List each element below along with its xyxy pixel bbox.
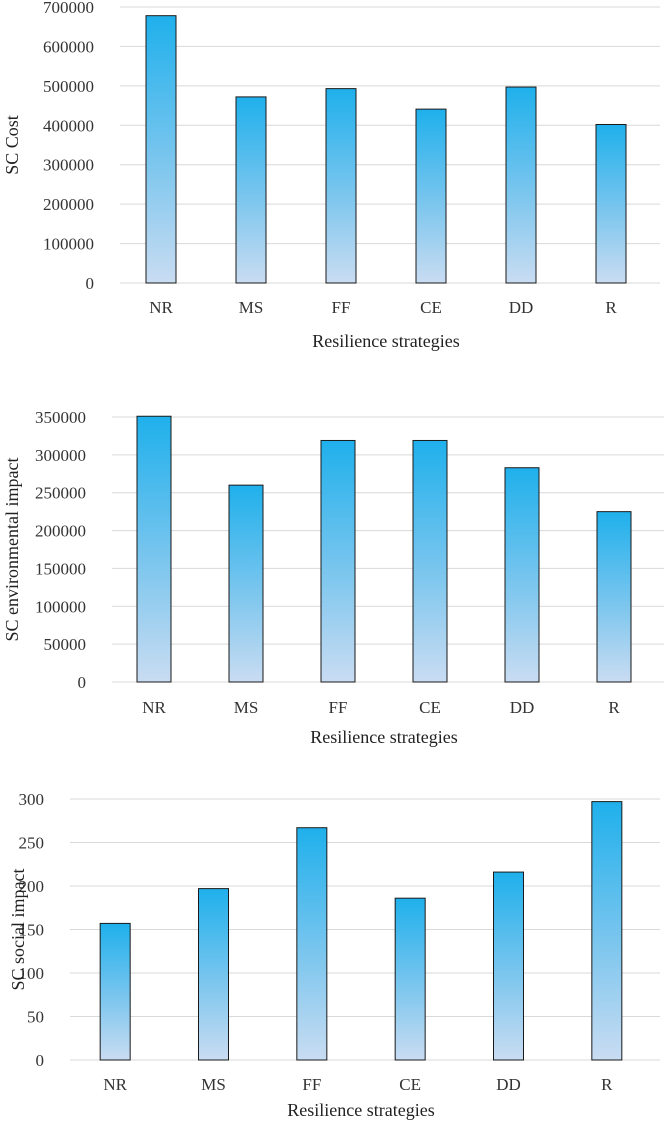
y-tick-labels: 0 50000 100000 150000 200000 250000 300000 3500… [35,408,86,692]
sc-environmental-impact-bar-chart: 0 50000 100000 150000 200000 250000 300000 3500… [2,408,664,747]
y-tick-label: 50 [27,1008,44,1027]
bar-ce [394,897,426,1061]
x-tick-label-r: R [605,298,617,317]
bar-ms [228,484,264,683]
bars [145,15,627,284]
y-tick-label: 100000 [35,597,86,616]
x-tick-label-ms: MS [201,1075,226,1094]
x-tick-label-ff: FF [332,298,351,317]
bar-ms [235,96,267,284]
bar-dd [505,86,537,284]
y-tick-label: 350000 [35,408,86,427]
y-tick-label: 0 [78,673,87,692]
y-tick-label: 300000 [35,446,86,465]
x-tick-label-r: R [601,1075,613,1094]
x-tick-label-dd: DD [496,1075,521,1094]
bar-r [595,123,627,284]
y-tick-label: 200 [19,877,45,896]
y-tick-label: 100 [19,964,45,983]
x-tick-label-dd: DD [509,298,534,317]
bar-nr [99,922,131,1061]
y-tick-label: 0 [86,274,95,293]
chart-sc-social-impact: 0 50 100 150 200 250 300 NR MS FF CE DD R Resilienc… [0,770,666,1126]
y-tick-label: 400000 [43,116,94,135]
y-tick-label: 100000 [43,235,94,254]
gridlines [112,416,664,683]
bar-r [596,511,632,683]
y-tick-labels: 0 100000 200000 300000 400000 500000 600000 700… [43,0,94,293]
y-tick-label: 150000 [35,559,86,578]
x-tick-label-r: R [608,698,620,717]
bar-ff [296,827,328,1061]
bar-nr [145,15,177,284]
y-tick-label: 300 [19,790,45,809]
bar-ce [412,439,448,683]
bars [99,801,623,1061]
x-axis-title: Resilience strategies [310,727,457,747]
x-tick-labels: NR MS FF CE DD R [103,1075,613,1094]
x-axis-title: Resilience strategies [312,331,459,351]
bar-dd [504,467,540,683]
y-tick-label: 0 [36,1051,45,1070]
x-tick-label-dd: DD [510,698,535,717]
gridlines [120,6,660,284]
sc-cost-bar-chart: 0 100000 200000 300000 400000 500000 600000 700… [2,0,660,351]
bar-ff [325,88,357,284]
x-tick-label-ff: FF [329,698,348,717]
x-axis-title: Resilience strategies [287,1100,434,1120]
bar-nr [136,415,172,683]
x-tick-label-ms: MS [239,298,264,317]
x-tick-label-ms: MS [234,698,259,717]
bar-ce [415,108,447,284]
x-tick-label-ce: CE [399,1075,421,1094]
gridlines [70,798,660,1061]
bar-dd [493,871,524,1061]
y-tick-label: 500000 [43,77,94,96]
chart-sc-cost: 0 100000 200000 300000 400000 500000 600000 700… [0,0,666,360]
y-tick-label: 250 [19,834,45,853]
y-tick-label: 200000 [43,195,94,214]
y-tick-label: 50000 [44,635,87,654]
bars [136,415,632,683]
y-tick-label: 700000 [43,0,94,17]
x-tick-label-ce: CE [420,298,442,317]
y-axis-title: SC Cost [2,115,22,175]
sc-social-impact-bar-chart: 0 50 100 150 200 250 300 NR MS FF CE DD R Resilienc… [8,790,660,1120]
y-tick-label: 250000 [35,484,86,503]
x-tick-label-nr: NR [103,1075,127,1094]
y-tick-labels: 0 50 100 150 200 250 300 [19,790,45,1070]
bar-ms [198,888,229,1061]
x-tick-label-nr: NR [142,698,166,717]
y-tick-label: 600000 [43,37,94,56]
x-tick-label-ff: FF [302,1075,321,1094]
chart-sc-environmental-impact: 0 50000 100000 150000 200000 250000 300000 3500… [0,375,666,755]
bar-ff [320,439,356,683]
y-tick-label: 300000 [43,156,94,175]
y-axis-title: SC social impact [8,869,28,991]
y-tick-label: 200000 [35,522,86,541]
x-tick-labels: NR MS FF CE DD R [149,298,617,317]
x-tick-label-nr: NR [149,298,173,317]
y-axis-title: SC environmental impact [2,458,22,642]
bar-r [591,801,623,1061]
y-tick-label: 150 [19,921,45,940]
x-tick-labels: NR MS FF CE DD R [142,698,620,717]
x-tick-label-ce: CE [419,698,441,717]
